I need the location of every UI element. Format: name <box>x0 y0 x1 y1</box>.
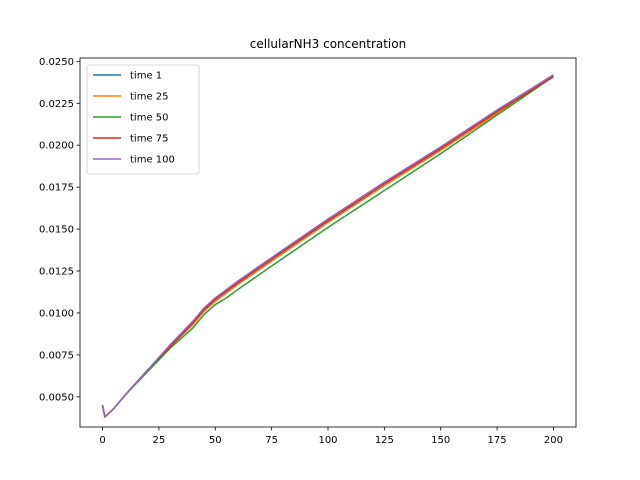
y-tick-label: 0.0125 <box>39 267 74 278</box>
y-tick-label: 0.0225 <box>39 99 74 110</box>
x-tick-label: 125 <box>375 435 394 446</box>
chart-title: cellularNH3 concentration <box>250 37 406 51</box>
legend-label: time 1 <box>130 71 162 82</box>
y-tick-label: 0.0100 <box>39 308 74 319</box>
x-tick-label: 50 <box>209 435 222 446</box>
x-tick-label: 25 <box>153 435 166 446</box>
series-lines <box>101 74 554 418</box>
y-tick-label: 0.0175 <box>39 183 74 194</box>
series-line-5 <box>101 74 554 418</box>
y-tick-label: 0.0150 <box>39 225 74 236</box>
legend-label: time 100 <box>130 155 175 166</box>
y-tick-label: 0.0200 <box>39 141 74 152</box>
legend-label: time 25 <box>130 92 169 103</box>
x-tick-label: 100 <box>318 435 337 446</box>
x-tick-label: 0 <box>99 435 105 446</box>
x-tick-label: 175 <box>488 435 507 446</box>
legend-label: time 75 <box>130 134 169 145</box>
x-axis: 0 25 50 75 100 125 150 175 200 <box>99 427 563 446</box>
y-axis: 0.0050 0.0075 0.0100 0.0125 0.0150 0.0175 0.02… <box>39 57 80 403</box>
legend-label: time 50 <box>130 113 169 124</box>
y-tick-label: 0.0050 <box>39 392 74 403</box>
legend-box <box>86 64 200 175</box>
x-tick-label: 150 <box>431 435 450 446</box>
y-tick-label: 0.0075 <box>39 350 74 361</box>
legend: time 1 time 25 time 50 time 75 time 100 <box>86 64 200 175</box>
x-tick-label: 200 <box>544 435 563 446</box>
y-tick-label: 0.0250 <box>39 57 74 68</box>
x-tick-label: 75 <box>265 435 278 446</box>
